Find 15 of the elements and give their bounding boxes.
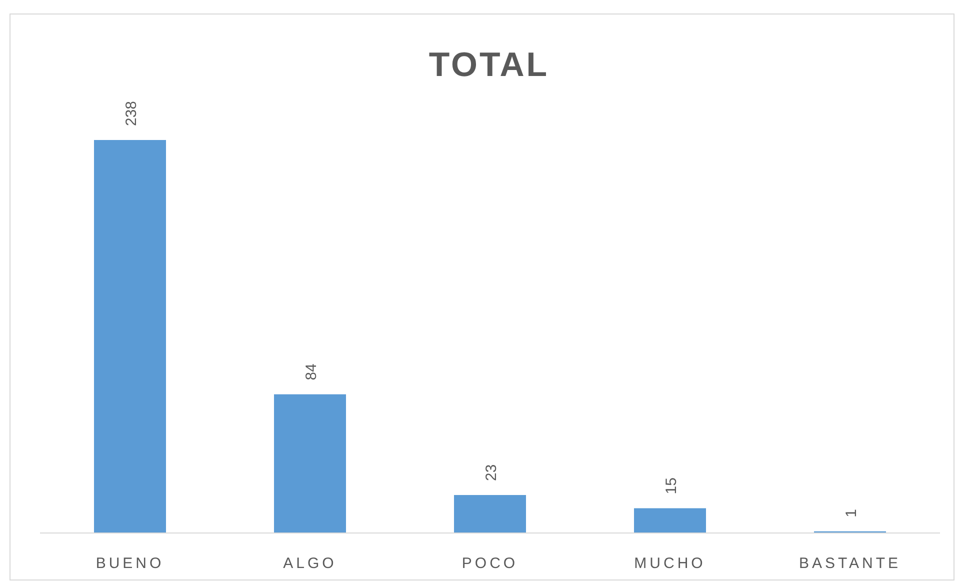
- data-label: 84: [303, 364, 320, 380]
- x-tick-label: POCO: [462, 555, 518, 572]
- data-label: 15: [663, 478, 680, 494]
- data-label: 1: [843, 509, 860, 518]
- x-tick-label: BUENO: [96, 555, 164, 572]
- bar: [94, 140, 166, 533]
- bar: [454, 495, 526, 533]
- data-label: 238: [123, 100, 140, 126]
- chart-title: TOTAL: [428, 46, 550, 84]
- x-tick-label: MUCHO: [634, 555, 706, 572]
- data-label: 23: [483, 464, 500, 482]
- bar: [274, 394, 346, 533]
- x-tick-label: BASTANTE: [798, 555, 902, 572]
- bar: [634, 508, 706, 533]
- x-tick-label: ALGO: [283, 555, 337, 572]
